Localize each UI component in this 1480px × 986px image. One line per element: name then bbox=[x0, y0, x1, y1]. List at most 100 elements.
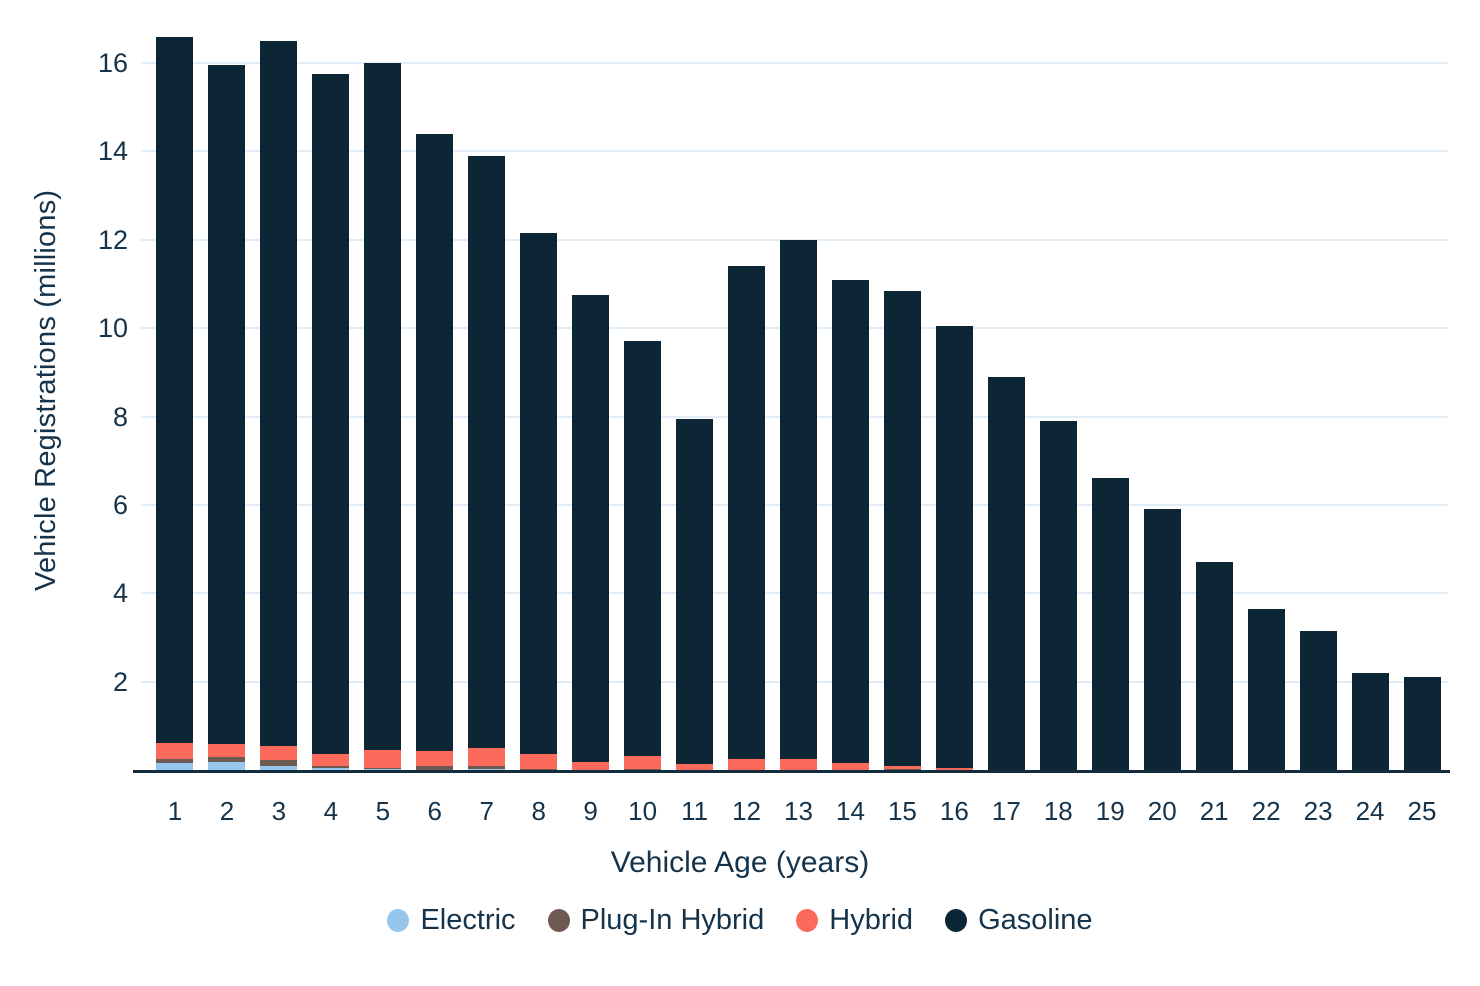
stacked-bar-age-4 bbox=[312, 74, 350, 770]
legend-item-gasoline[interactable]: Gasoline bbox=[945, 904, 1093, 937]
bar-segment-gasoline bbox=[312, 74, 350, 755]
x-tick-label: 2 bbox=[219, 796, 235, 826]
x-tick-label: 10 bbox=[628, 796, 658, 826]
bar-segment-electric bbox=[468, 769, 506, 770]
legend-label: Hybrid bbox=[829, 904, 914, 936]
bar-segment-electric bbox=[208, 761, 246, 770]
bar-segment-gasoline bbox=[572, 294, 610, 762]
bar-segment-gasoline bbox=[831, 279, 869, 764]
x-tick-label: 23 bbox=[1303, 796, 1333, 826]
legend-item-hybrid[interactable]: Hybrid bbox=[796, 904, 913, 937]
plot-area bbox=[133, 10, 1450, 773]
stacked-bar-age-11 bbox=[676, 418, 714, 770]
x-tick-label: 16 bbox=[939, 796, 969, 826]
bar-segment-hybrid bbox=[572, 761, 610, 770]
bar-segment-hybrid bbox=[780, 759, 817, 770]
legend-label: Plug-In Hybrid bbox=[580, 904, 765, 936]
bar-segment-gasoline bbox=[1091, 478, 1129, 770]
legend-item-electric[interactable]: Electric bbox=[387, 904, 516, 937]
y-tick-label: 6 bbox=[112, 489, 128, 520]
stacked-bar-age-21 bbox=[1195, 562, 1233, 770]
bar-segment-plug-in-hybrid bbox=[208, 757, 246, 762]
bar-segment-gasoline bbox=[364, 63, 402, 751]
x-tick-label: 6 bbox=[427, 796, 442, 826]
y-tick-label: 16 bbox=[97, 48, 128, 79]
bar-segment-gasoline bbox=[1039, 420, 1077, 770]
chart-legend: Electric Plug-In Hybrid Hybrid Gasoline bbox=[0, 904, 1480, 937]
bar-segment-gasoline bbox=[1299, 630, 1337, 770]
x-tick-label: 12 bbox=[732, 796, 761, 826]
bar-segment-gasoline bbox=[156, 36, 194, 744]
bar-segment-hybrid bbox=[728, 758, 766, 770]
bar-segment-hybrid bbox=[416, 751, 454, 767]
bar-segment-plug-in-hybrid bbox=[468, 766, 506, 770]
stacked-bar-age-5 bbox=[364, 63, 402, 770]
x-tick-label: 13 bbox=[784, 796, 813, 826]
legend-item-plug-in-hybrid[interactable]: Plug-In Hybrid bbox=[547, 904, 765, 937]
x-axis-tick-labels: 1 2 3 4 5 6 7 8 9 10 11 12 13 14 15 16 17 18 19 20 21 22 23 24 2… bbox=[149, 796, 1448, 828]
y-tick-label: 12 bbox=[97, 224, 128, 255]
x-tick-label: 8 bbox=[531, 796, 546, 826]
stacked-bar-age-2 bbox=[208, 65, 246, 770]
bar-segment-plug-in-hybrid bbox=[624, 769, 662, 770]
bar-segment-plug-in-hybrid bbox=[312, 766, 350, 769]
x-tick-label: 20 bbox=[1147, 796, 1177, 826]
gridline bbox=[141, 62, 1448, 65]
y-tick-label: 4 bbox=[112, 578, 128, 609]
x-tick-label: 11 bbox=[681, 796, 709, 826]
gridline bbox=[141, 150, 1448, 153]
stacked-bar-age-24 bbox=[1351, 672, 1389, 770]
stacked-bar-age-19 bbox=[1091, 478, 1129, 770]
bar-segment-gasoline bbox=[1247, 608, 1285, 770]
y-tick-label: 14 bbox=[97, 136, 128, 167]
stacked-bar-age-10 bbox=[624, 341, 662, 770]
y-tick-label: 2 bbox=[112, 666, 128, 697]
x-tick-label: 4 bbox=[323, 796, 339, 826]
bar-segment-gasoline bbox=[260, 40, 298, 746]
stacked-bar-age-25 bbox=[1403, 677, 1441, 770]
x-tick-label: 24 bbox=[1355, 796, 1385, 826]
bar-segment-gasoline bbox=[624, 341, 662, 756]
x-tick-label: 15 bbox=[887, 796, 917, 826]
legend-swatch-icon bbox=[387, 909, 410, 932]
bar-segment-gasoline bbox=[987, 376, 1025, 770]
x-tick-label: 19 bbox=[1095, 796, 1125, 826]
stacked-bar-age-8 bbox=[520, 233, 558, 770]
bar-segment-hybrid bbox=[156, 743, 194, 760]
bar-segment-gasoline bbox=[416, 133, 454, 752]
x-axis-title: Vehicle Age (years) bbox=[610, 846, 870, 879]
bar-segment-gasoline bbox=[728, 266, 766, 759]
bar-segment-plug-in-hybrid bbox=[364, 767, 402, 769]
bar-segment-hybrid bbox=[364, 750, 402, 768]
bar-segment-hybrid bbox=[831, 763, 869, 770]
stacked-bar-age-22 bbox=[1247, 608, 1285, 770]
bar-segment-gasoline bbox=[1143, 509, 1181, 770]
stacked-bar-age-3 bbox=[260, 40, 298, 770]
x-tick-label: 7 bbox=[479, 796, 494, 826]
x-tick-label: 17 bbox=[991, 796, 1021, 826]
bar-segment-gasoline bbox=[208, 65, 246, 745]
bar-segment-gasoline bbox=[676, 418, 714, 765]
bar-segment-gasoline bbox=[1403, 677, 1441, 770]
bar-segment-hybrid bbox=[520, 754, 558, 769]
bar-segment-electric bbox=[260, 765, 298, 770]
bar-segment-hybrid bbox=[883, 766, 921, 770]
legend-label: Electric bbox=[420, 904, 516, 936]
x-tick-label: 3 bbox=[271, 796, 287, 826]
legend-swatch-icon bbox=[547, 909, 570, 932]
bar-segment-plug-in-hybrid bbox=[520, 768, 558, 770]
stacked-bar-age-18 bbox=[1039, 420, 1077, 770]
bar-segment-gasoline bbox=[520, 233, 558, 755]
bar-segment-hybrid bbox=[676, 764, 714, 770]
bar-segment-gasoline bbox=[935, 325, 973, 769]
bar-segment-hybrid bbox=[935, 768, 973, 770]
bar-segment-gasoline bbox=[1351, 672, 1389, 770]
x-tick-label: 1 bbox=[167, 796, 183, 826]
stacked-bar-age-20 bbox=[1143, 509, 1181, 770]
x-tick-label: 25 bbox=[1407, 796, 1437, 826]
bar-segment-plug-in-hybrid bbox=[416, 766, 454, 770]
bar-segment-hybrid bbox=[208, 744, 246, 758]
x-axis-line bbox=[133, 770, 1450, 773]
bar-segment-electric bbox=[312, 768, 350, 770]
